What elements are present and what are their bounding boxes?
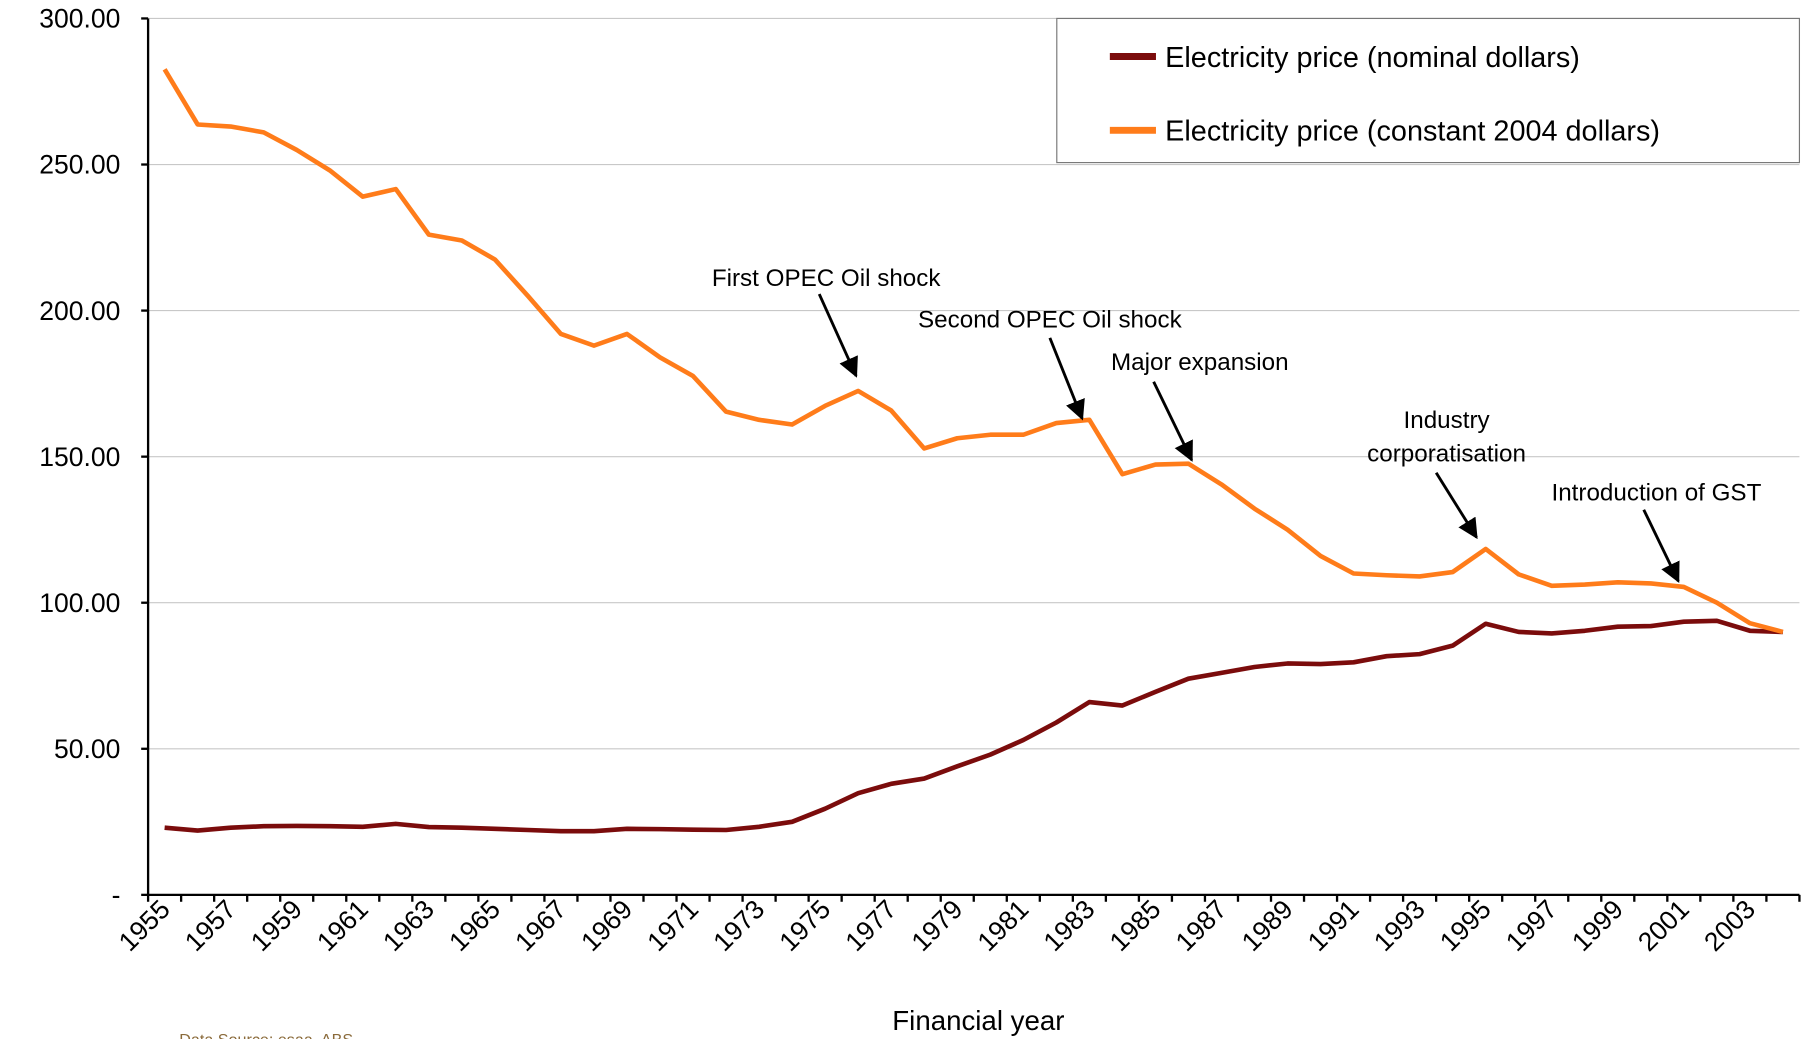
x-tick-label: 1959 (245, 894, 308, 957)
annotation-arrow (1152, 381, 1194, 462)
y-tick-label: 150.00 (39, 442, 120, 472)
annotation-arrow (1048, 337, 1085, 421)
annotation-arrow (1642, 509, 1680, 584)
x-tick-label: 1973 (707, 894, 770, 957)
annotation-text: Introduction of GST (1552, 479, 1762, 506)
annotation-arrow (1434, 472, 1478, 540)
x-tick-label: 1969 (575, 894, 638, 957)
y-tick-label: 200.00 (39, 296, 120, 326)
x-tick-label: 1997 (1500, 894, 1563, 957)
x-tick-label: 1957 (179, 894, 242, 957)
x-axis-label: Financial year (892, 1005, 1064, 1036)
y-tick-label: - (112, 880, 121, 910)
x-tick-label: 1967 (509, 894, 572, 957)
legend-box (1056, 17, 1801, 164)
x-tick-label: 1955 (113, 894, 176, 957)
x-tick-label: 2003 (1698, 894, 1761, 957)
legend-label: Electricity price (nominal dollars) (1165, 42, 1580, 74)
source-note: Data Source: esaa, ABS (179, 1031, 353, 1039)
annotation-text: First OPEC Oil shock (712, 265, 942, 292)
annotation-text: Second OPEC Oil shock (918, 306, 1183, 333)
x-tick-label: 1975 (773, 894, 836, 957)
x-tick-label: 1965 (443, 894, 506, 957)
annotation-text: corporatisation (1367, 440, 1526, 467)
x-tick-label: 1985 (1104, 894, 1167, 957)
x-tick-label: 1995 (1434, 894, 1497, 957)
y-tick-label: 100.00 (39, 588, 120, 618)
x-tick-label: 1987 (1170, 894, 1233, 957)
x-tick-label: 2001 (1632, 894, 1695, 957)
x-tick-label: 1981 (972, 894, 1035, 957)
x-tick-label: 1983 (1038, 894, 1101, 957)
x-tick-label: 1963 (377, 894, 440, 957)
x-tick-label: 1961 (311, 894, 374, 957)
annotation-arrow (817, 293, 858, 378)
x-tick-label: 1979 (905, 894, 968, 957)
x-tick-label: 1993 (1368, 894, 1431, 957)
y-tick-label: 50.00 (54, 734, 120, 764)
x-tick-label: 1977 (839, 894, 902, 957)
x-tick-label: 1991 (1302, 894, 1365, 957)
y-tick-label: 250.00 (39, 150, 120, 180)
y-tick-label: 300.00 (39, 4, 120, 34)
x-tick-label: 1999 (1566, 894, 1629, 957)
legend-label: Electricity price (constant 2004 dollars… (1165, 116, 1660, 148)
x-tick-label: 1971 (641, 894, 704, 957)
annotation-text: Major expansion (1111, 349, 1289, 376)
x-tick-label: 1989 (1236, 894, 1299, 957)
annotation-text: Industry (1404, 407, 1491, 434)
data-line (162, 68, 1784, 635)
data-line (164, 618, 1783, 834)
